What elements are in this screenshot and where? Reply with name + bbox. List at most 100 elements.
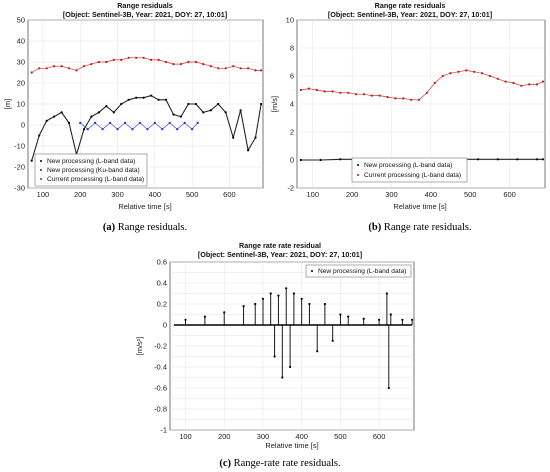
data-point	[60, 111, 63, 114]
data-point	[239, 67, 242, 70]
data-point	[67, 121, 71, 124]
data-point	[254, 136, 257, 139]
data-point	[127, 98, 130, 101]
chart-a: Range residuals [Object: Sentinel-3B, Ye…	[3, 1, 264, 233]
x-tick-label: 300	[385, 190, 398, 199]
data-point	[194, 102, 197, 106]
data-point	[323, 90, 326, 93]
x-tick-label: 600	[503, 190, 516, 199]
data-point	[488, 74, 491, 78]
caption-c: (c) Range-rate rate residuals.	[219, 458, 340, 469]
data-point	[38, 134, 41, 137]
chart-c-grid	[170, 261, 414, 431]
chart-a-subtitle: [Object: Sentinel-3B, Year: 2021, DOY: 2…	[63, 10, 227, 19]
caption-b: (b) Range rate residuals.	[368, 222, 471, 233]
chart-a-legend-item-1: New processing (L-band data)	[47, 158, 135, 165]
data-point	[53, 65, 56, 68]
data-point	[347, 91, 350, 94]
data-point	[260, 69, 263, 72]
y-tick-label: 10	[286, 16, 294, 25]
data-point	[97, 60, 100, 64]
data-point	[97, 111, 100, 114]
data-point	[179, 63, 182, 66]
y-tick-label: 10	[17, 100, 25, 109]
data-point	[496, 77, 499, 80]
data-point	[82, 65, 86, 68]
chart-a-legend-box	[34, 153, 148, 187]
data-point	[135, 96, 138, 99]
data-point	[512, 81, 515, 85]
data-point	[79, 121, 82, 124]
chart-b-ticks: 100 200 300 400 500 600 -2 0 2 4 6 8 10	[286, 16, 516, 200]
chart-c-legend: New processing (L-band data)	[305, 264, 412, 278]
data-point	[105, 105, 108, 108]
y-tick-label: -2	[287, 184, 294, 193]
data-point	[410, 98, 413, 101]
data-point	[247, 67, 250, 70]
y-tick-label: 0.6	[157, 258, 167, 267]
data-point	[172, 63, 175, 66]
x-tick-label: 100	[179, 432, 192, 441]
data-point	[157, 58, 160, 62]
x-tick-label: 600	[373, 432, 386, 441]
data-point	[516, 158, 519, 161]
data-point	[473, 70, 476, 73]
y-tick-label: -30	[14, 184, 25, 193]
data-point	[90, 115, 93, 118]
chart-a-legend-marker-1	[40, 160, 42, 162]
data-point	[164, 98, 168, 101]
chart-b-legend-box	[351, 157, 468, 183]
data-point	[239, 109, 242, 112]
chart-c-title: Range rate rate residual	[239, 241, 321, 250]
y-tick-label: -0.8	[154, 405, 167, 414]
data-point	[67, 67, 71, 70]
chart-a-ticks: 100 200 300 400 500 600 -30 -20 -10 0 10 20 30 40 50	[14, 16, 236, 200]
data-point	[120, 102, 123, 106]
chart-a-ylabel: [m]	[3, 99, 12, 109]
data-point	[224, 111, 227, 114]
x-tick-label: 400	[295, 432, 308, 441]
x-tick-label: 200	[74, 190, 87, 199]
data-point	[378, 94, 381, 97]
chart-a-legend-item-3: Current processing (L-band data)	[47, 176, 144, 183]
chart-b-legend: New processing (L-band data) Current pro…	[351, 157, 468, 183]
y-tick-label: 20	[17, 79, 25, 88]
data-point	[176, 128, 179, 131]
data-point	[164, 60, 168, 64]
data-point	[260, 102, 263, 106]
data-point	[45, 67, 48, 70]
data-point	[90, 63, 93, 66]
chart-c: Range rate rate residual [Object: Sentin…	[135, 241, 415, 469]
chart-c-ticks: 100 200 300 400 500 600 -1 -0.8 -0.6 -0.4 -0.2 0 0.2…	[154, 258, 385, 442]
x-tick-label: 100	[306, 190, 319, 199]
chart-a-title: Range residuals	[117, 1, 173, 10]
data-point	[528, 83, 531, 86]
data-point	[112, 58, 115, 62]
y-tick-label: -20	[14, 163, 25, 172]
caption-a-label: (a)	[103, 222, 116, 233]
data-point	[116, 128, 119, 131]
chart-b-xlabel: Relative time [s]	[393, 202, 446, 211]
data-point	[187, 60, 190, 64]
chart-a-legend-marker-3	[40, 178, 42, 180]
data-point	[86, 128, 89, 131]
chart-c-subtitle: [Object: Sentinel-3B, Year: 2021, DOY: 2…	[198, 250, 362, 259]
chart-b-title: Range rate residuals	[375, 1, 446, 10]
data-point	[183, 121, 186, 124]
caption-c-label: (c)	[219, 458, 231, 469]
data-point	[541, 158, 545, 161]
data-point	[339, 158, 342, 161]
data-point	[131, 128, 134, 131]
chart-b-legend-marker-1	[357, 164, 359, 166]
data-point	[112, 111, 115, 114]
data-point	[153, 121, 156, 124]
chart-a-series	[30, 56, 263, 162]
y-tick-label: -0.4	[154, 363, 167, 372]
data-point	[127, 56, 130, 59]
y-tick-label: 2	[290, 128, 294, 137]
x-tick-label: 600	[223, 190, 236, 199]
data-point	[150, 58, 153, 62]
data-point	[504, 80, 507, 83]
x-tick-label: 400	[149, 190, 162, 199]
caption-a-text: Range residuals.	[118, 222, 187, 233]
